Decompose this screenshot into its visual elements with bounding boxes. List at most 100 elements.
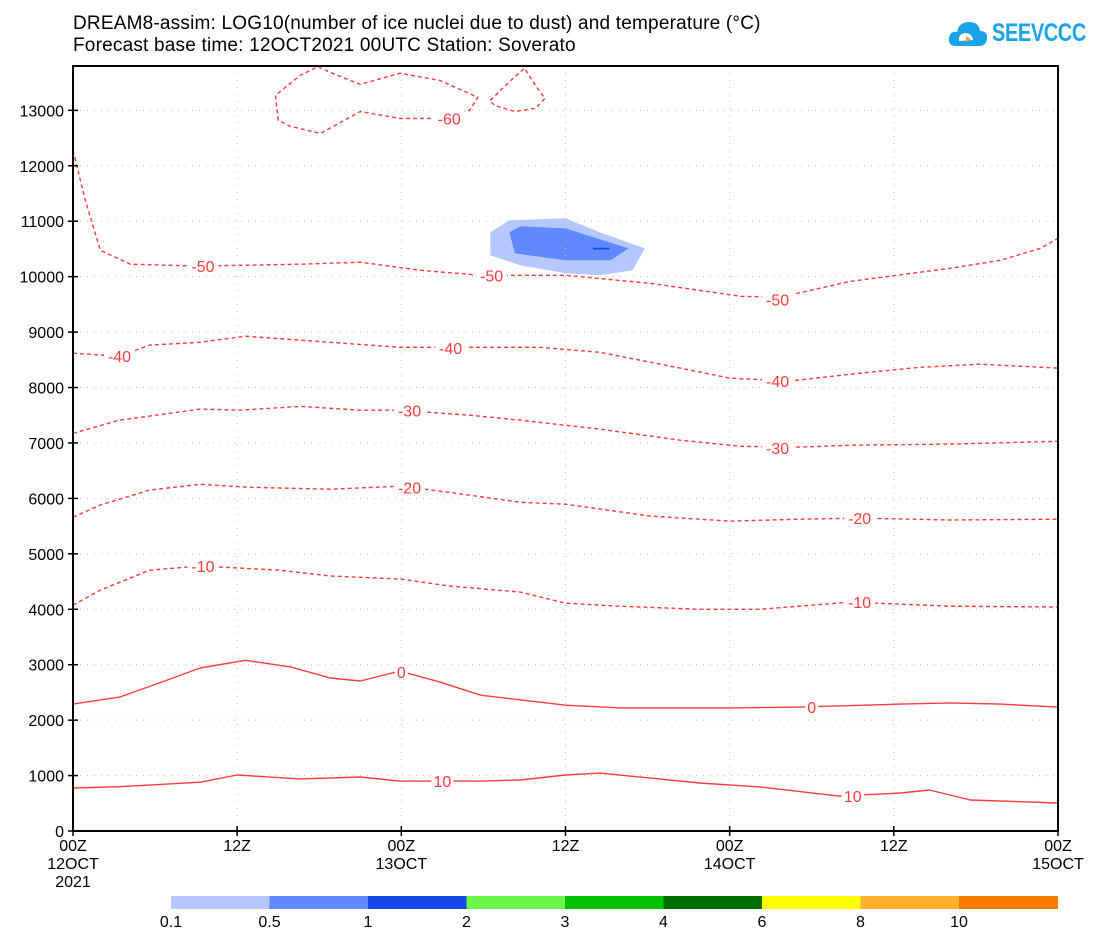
contour-line--60 xyxy=(489,67,546,113)
colorbar-label: 1 xyxy=(364,914,373,931)
x-tick-label: 00Z xyxy=(716,838,744,855)
y-tick-label: 8000 xyxy=(28,381,64,398)
colorbar-label: 2 xyxy=(462,914,471,931)
contour-label-bg xyxy=(762,372,794,391)
colorbar-label: 8 xyxy=(856,914,865,931)
shading-region-1-2 xyxy=(592,247,610,250)
y-tick-label: 11000 xyxy=(21,214,64,231)
contour-label: -40 xyxy=(766,374,789,391)
x-tick-label: 2021 xyxy=(55,874,91,891)
contour-line--40 xyxy=(72,335,1059,382)
y-tick-label: 0 xyxy=(55,824,64,841)
contour-label: 10 xyxy=(433,774,451,791)
y-tick-label: 7000 xyxy=(28,436,64,453)
y-tick-label: 13000 xyxy=(20,103,65,120)
contour-line--60 xyxy=(274,65,479,135)
contour-label-bg xyxy=(844,509,876,528)
colorbar-label: 10 xyxy=(950,914,968,931)
colorbar-swatch xyxy=(269,896,369,909)
colorbar-swatch xyxy=(171,896,270,909)
contour-label-bg xyxy=(104,347,136,366)
x-tick-label: 13OCT xyxy=(376,856,428,873)
plot-frame xyxy=(72,65,1059,832)
x-tick-label: 14OCT xyxy=(704,856,756,873)
colorbar-label: 4 xyxy=(659,914,668,931)
colorbar-label: 6 xyxy=(758,914,767,931)
contour-label-bg xyxy=(433,109,465,128)
contour-label: -10 xyxy=(191,559,214,576)
colorbar-swatch xyxy=(565,896,664,909)
seevccc-logo: SEEVCCC xyxy=(948,18,1109,48)
contour-label: -50 xyxy=(766,292,789,309)
contour-label: 10 xyxy=(844,789,862,806)
shading-region-0.5-1 xyxy=(509,226,629,261)
contour-label-bg xyxy=(394,663,408,682)
y-tick-label: 10000 xyxy=(20,270,65,287)
x-tick-label: 12Z xyxy=(880,838,908,855)
colorbar-label: 0.1 xyxy=(160,914,182,931)
contour-label: -20 xyxy=(848,511,871,528)
contour-label: 0 xyxy=(807,700,816,717)
y-tick-label: 2000 xyxy=(28,713,64,730)
contour-label-bg xyxy=(844,593,876,612)
y-tick-label: 5000 xyxy=(28,547,64,564)
contour-line--10 xyxy=(72,565,1059,610)
temperature-contours xyxy=(72,65,1059,804)
colorbar-swatch xyxy=(368,896,467,909)
x-tick-label: 12Z xyxy=(552,838,580,855)
contour-label-bg xyxy=(187,557,219,576)
contour-label: -30 xyxy=(398,403,421,420)
contour-label: -50 xyxy=(480,268,503,285)
contour-line--20 xyxy=(72,483,1059,522)
y-tick-label: 3000 xyxy=(28,658,64,675)
contour-label: -10 xyxy=(848,595,871,612)
y-tick-label: 1000 xyxy=(28,769,64,786)
colorbar-swatch xyxy=(860,896,960,909)
contour-label-bg xyxy=(762,439,794,458)
contour-label-bg xyxy=(394,401,426,420)
contour-label: -50 xyxy=(191,259,214,276)
x-tick-label: 12OCT xyxy=(47,856,99,873)
x-tick-label: 15OCT xyxy=(1032,856,1084,873)
contour-line-10 xyxy=(72,772,1059,804)
contour-line--30 xyxy=(72,405,1059,448)
y-tick-label: 9000 xyxy=(28,325,64,342)
contour-label: -60 xyxy=(438,111,461,128)
contour-label: -20 xyxy=(398,480,421,497)
grid-lines xyxy=(73,66,1058,831)
contour-label: -40 xyxy=(108,349,131,366)
contour-label-bg xyxy=(805,698,819,717)
ice-nuclei-shading xyxy=(490,218,645,276)
x-tick-label: 00Z xyxy=(1044,838,1072,855)
colorbar-label: 0.5 xyxy=(258,914,280,931)
x-tick-label: 00Z xyxy=(59,838,87,855)
colorbar: 0.1 0.5 1 2 3 4 6 8 10 xyxy=(160,896,1058,931)
logo-text: SEEVCCC xyxy=(992,18,1086,47)
contour-label-bg xyxy=(187,257,219,276)
y-tick-label: 4000 xyxy=(28,602,64,619)
chart-subtitle: Forecast base time: 12OCT2021 00UTC Stat… xyxy=(73,35,576,56)
contour-label-bg xyxy=(435,339,467,358)
contour-labels: -60 -50 -50 -50 -40 -40 -40 -30 -30 -20 -20 -10 -10 0… xyxy=(104,109,876,806)
contour-label: -30 xyxy=(766,441,789,458)
contour-label: -40 xyxy=(439,341,462,358)
colorbar-swatch xyxy=(959,896,1058,909)
colorbar-swatch xyxy=(466,896,566,909)
contour-label-bg xyxy=(476,266,508,285)
colorbar-swatch xyxy=(663,896,763,909)
contour-line--50 xyxy=(72,150,1059,298)
y-tick-label: 6000 xyxy=(28,491,64,508)
colorbar-swatch xyxy=(762,896,861,909)
contour-label: 0 xyxy=(397,665,406,682)
axes: 0100020003000400050006000700080009000100… xyxy=(20,103,1085,891)
colorbar-label: 3 xyxy=(561,914,570,931)
x-tick-label: 12Z xyxy=(223,838,251,855)
contour-label-bg xyxy=(394,478,426,497)
chart-title: DREAM8-assim: LOG10(number of ice nuclei… xyxy=(73,13,761,34)
x-tick-label: 00Z xyxy=(388,838,416,855)
contour-label-bg xyxy=(841,787,864,806)
y-tick-label: 12000 xyxy=(20,159,65,176)
cloud-icon xyxy=(948,22,988,46)
contour-label-bg xyxy=(431,772,454,791)
